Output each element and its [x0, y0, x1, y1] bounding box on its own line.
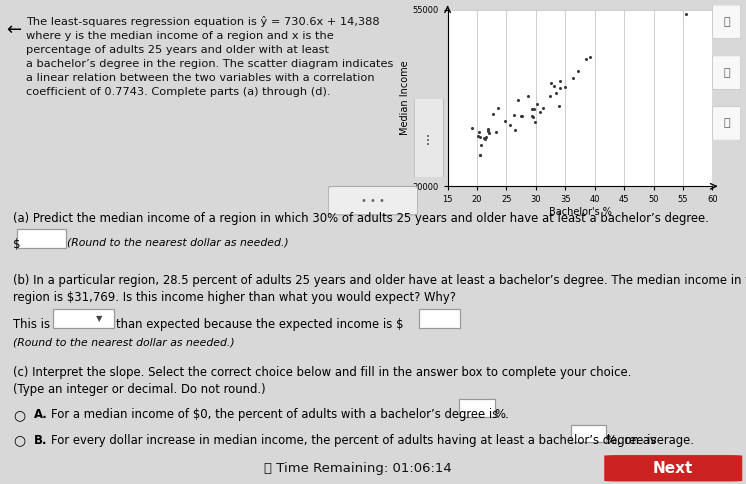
Point [478, 135, 490, 142]
Text: ▼: ▼ [96, 314, 102, 323]
FancyBboxPatch shape [712, 56, 741, 90]
Point [521, 91, 533, 99]
Text: This is: This is [13, 318, 51, 331]
Point [528, 105, 540, 113]
Point [567, 74, 579, 82]
Text: B.: B. [34, 434, 47, 447]
Point [510, 126, 521, 134]
Point [515, 112, 527, 120]
Point [472, 132, 484, 139]
Point [486, 110, 498, 118]
Point [544, 92, 556, 100]
Point [479, 135, 491, 143]
FancyBboxPatch shape [459, 399, 495, 417]
Point [553, 102, 565, 110]
Point [527, 113, 539, 121]
Text: Next: Next [653, 461, 693, 476]
Point [512, 96, 524, 104]
FancyBboxPatch shape [712, 5, 741, 39]
Point [474, 151, 486, 159]
FancyBboxPatch shape [712, 106, 741, 140]
Text: %, on average.: %, on average. [606, 434, 695, 447]
Text: (Round to the nearest dollar as needed.): (Round to the nearest dollar as needed.) [13, 337, 235, 347]
Point [489, 128, 501, 136]
FancyBboxPatch shape [17, 229, 66, 248]
Point [545, 79, 557, 87]
Text: (a) Predict the median income of a region in which 30% of adults 25 years and ol: (a) Predict the median income of a regio… [13, 212, 709, 225]
Text: 🔍: 🔍 [724, 68, 730, 77]
Text: than expected because the expected income is $: than expected because the expected incom… [116, 318, 404, 331]
Point [474, 151, 486, 158]
Text: %.: %. [495, 408, 510, 421]
Point [572, 68, 584, 76]
Point [680, 10, 692, 17]
Point [534, 108, 546, 116]
Text: ○: ○ [13, 408, 25, 422]
Point [509, 111, 521, 119]
Y-axis label: Median Income: Median Income [400, 60, 410, 136]
Text: •••: ••• [426, 132, 432, 144]
FancyBboxPatch shape [328, 186, 418, 215]
Point [529, 118, 541, 126]
FancyBboxPatch shape [53, 309, 114, 328]
Text: • • •: • • • [361, 196, 385, 206]
Point [483, 125, 495, 133]
Text: $: $ [13, 238, 21, 251]
Point [515, 112, 527, 120]
Point [474, 133, 486, 141]
FancyBboxPatch shape [571, 425, 606, 442]
Point [554, 84, 565, 92]
Point [580, 55, 592, 63]
Text: (Round to the nearest dollar as needed.): (Round to the nearest dollar as needed.) [67, 238, 289, 247]
Point [537, 104, 549, 111]
Text: (b) In a particular region, 28.5 percent of adults 25 years and older have at le: (b) In a particular region, 28.5 percent… [13, 274, 746, 287]
Point [548, 82, 560, 90]
Text: 🔍: 🔍 [724, 17, 730, 27]
Point [554, 77, 565, 85]
Point [531, 100, 543, 108]
Text: region is $31,769. Is this income higher than what you would expect? Why?: region is $31,769. Is this income higher… [13, 291, 457, 304]
Point [526, 112, 538, 120]
FancyBboxPatch shape [604, 455, 742, 482]
Point [526, 105, 538, 113]
Text: ⏰ Time Remaining: 01:06:14: ⏰ Time Remaining: 01:06:14 [264, 462, 452, 475]
Point [492, 104, 504, 111]
Point [499, 117, 511, 125]
Point [474, 142, 486, 150]
Text: ←: ← [6, 21, 21, 39]
Text: ○: ○ [13, 434, 25, 448]
Text: The least-squares regression equation is ŷ = 730.6x + 14,388
where y is the medi: The least-squares regression equation is… [26, 16, 393, 97]
Point [551, 90, 562, 97]
Point [504, 121, 516, 129]
Text: ⧉: ⧉ [724, 119, 730, 128]
Point [473, 128, 485, 136]
Text: For a median income of $0, the percent of adults with a bachelor’s degree is: For a median income of $0, the percent o… [51, 408, 498, 421]
FancyBboxPatch shape [414, 97, 444, 179]
Text: A.: A. [34, 408, 47, 421]
Point [584, 53, 596, 61]
Text: For every dollar increase in median income, the percent of adults having at leas: For every dollar increase in median inco… [51, 434, 656, 447]
Point [483, 129, 495, 136]
X-axis label: Bachelor's %: Bachelor's % [548, 207, 612, 217]
Point [560, 84, 571, 91]
Text: (Type an integer or decimal. Do not round.): (Type an integer or decimal. Do not roun… [13, 383, 266, 396]
FancyBboxPatch shape [419, 309, 460, 328]
Point [480, 133, 492, 140]
Point [482, 127, 494, 135]
Point [466, 124, 478, 132]
Text: (c) Interpret the slope. Select the correct choice below and fill in the answer : (c) Interpret the slope. Select the corr… [13, 366, 632, 379]
